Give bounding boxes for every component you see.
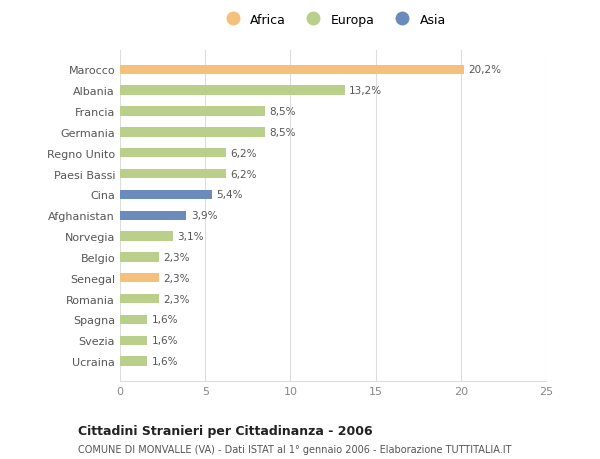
Bar [120, 357, 147, 366]
Text: 13,2%: 13,2% [349, 86, 382, 96]
Bar [120, 66, 464, 75]
Text: 6,2%: 6,2% [230, 148, 256, 158]
Bar [120, 107, 265, 117]
Bar [120, 149, 226, 158]
Text: 1,6%: 1,6% [152, 315, 178, 325]
Text: 6,2%: 6,2% [230, 169, 256, 179]
Text: Cittadini Stranieri per Cittadinanza - 2006: Cittadini Stranieri per Cittadinanza - 2… [78, 425, 373, 437]
Text: 3,1%: 3,1% [177, 231, 203, 241]
Text: 3,9%: 3,9% [191, 211, 217, 221]
Text: 2,3%: 2,3% [163, 273, 190, 283]
Text: 2,3%: 2,3% [163, 252, 190, 262]
Bar [120, 86, 345, 95]
Text: 2,3%: 2,3% [163, 294, 190, 304]
Bar [120, 169, 226, 179]
Bar [120, 252, 159, 262]
Bar [120, 294, 159, 303]
Bar [120, 211, 187, 220]
Text: 8,5%: 8,5% [269, 128, 296, 138]
Text: 8,5%: 8,5% [269, 107, 296, 117]
Text: 1,6%: 1,6% [152, 336, 178, 346]
Bar [120, 336, 147, 345]
Text: COMUNE DI MONVALLE (VA) - Dati ISTAT al 1° gennaio 2006 - Elaborazione TUTTITALI: COMUNE DI MONVALLE (VA) - Dati ISTAT al … [78, 444, 511, 454]
Text: 5,4%: 5,4% [216, 190, 243, 200]
Text: 20,2%: 20,2% [469, 65, 502, 75]
Bar [120, 128, 265, 137]
Bar [120, 190, 212, 200]
Bar [120, 274, 159, 283]
Bar [120, 232, 173, 241]
Bar [120, 315, 147, 325]
Legend: Africa, Europa, Asia: Africa, Europa, Asia [220, 14, 446, 27]
Text: 1,6%: 1,6% [152, 356, 178, 366]
